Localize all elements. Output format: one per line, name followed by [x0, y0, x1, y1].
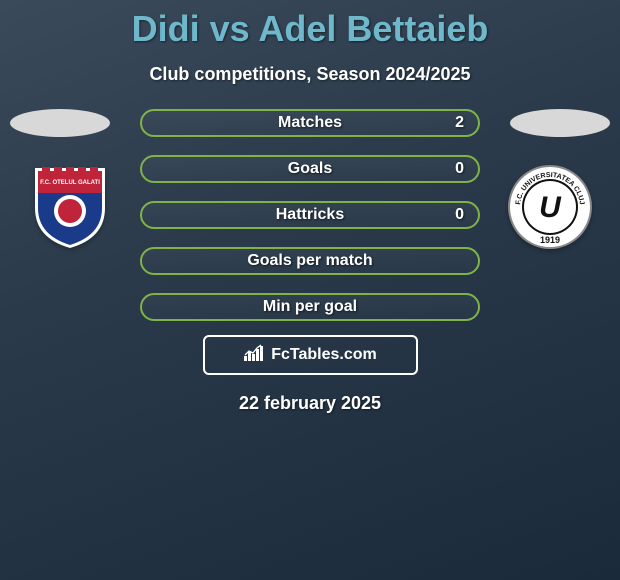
stat-row: Goals 0 [140, 155, 480, 183]
stat-row: Hattricks 0 [140, 201, 480, 229]
stat-value: 0 [455, 160, 464, 178]
club-crest-right: U 1919 F.C. UNIVERSITATEA CLUJ [500, 163, 600, 251]
stat-label: Goals per match [247, 252, 372, 270]
stat-value: 2 [455, 114, 464, 132]
stat-label: Min per goal [263, 298, 357, 316]
svg-text:F.C. OTELUL GALATI: F.C. OTELUL GALATI [40, 180, 100, 186]
stat-row: Goals per match [140, 247, 480, 275]
player-avatar-right [510, 109, 610, 137]
stat-row: Matches 2 [140, 109, 480, 137]
comparison-area: F.C. OTELUL GALATI U 1919 F.C. UNIVERSIT… [0, 109, 620, 414]
svg-text:U: U [539, 191, 562, 224]
brand-text: FcTables.com [271, 346, 377, 364]
stat-label: Hattricks [276, 206, 344, 224]
stat-label: Goals [288, 160, 332, 178]
subtitle: Club competitions, Season 2024/2025 [0, 64, 620, 85]
brand-box: FcTables.com [203, 335, 418, 375]
stat-value: 0 [455, 206, 464, 224]
svg-text:1919: 1919 [540, 235, 560, 245]
stat-rows: Matches 2 Goals 0 Hattricks 0 Goals per … [140, 109, 480, 321]
stat-row: Min per goal [140, 293, 480, 321]
date-text: 22 february 2025 [0, 393, 620, 414]
player-avatar-left [10, 109, 110, 137]
page-title: Didi vs Adel Bettaieb [0, 0, 620, 50]
stat-label: Matches [278, 114, 342, 132]
brand-icon [243, 344, 265, 367]
club-crest-left: F.C. OTELUL GALATI [20, 163, 120, 251]
